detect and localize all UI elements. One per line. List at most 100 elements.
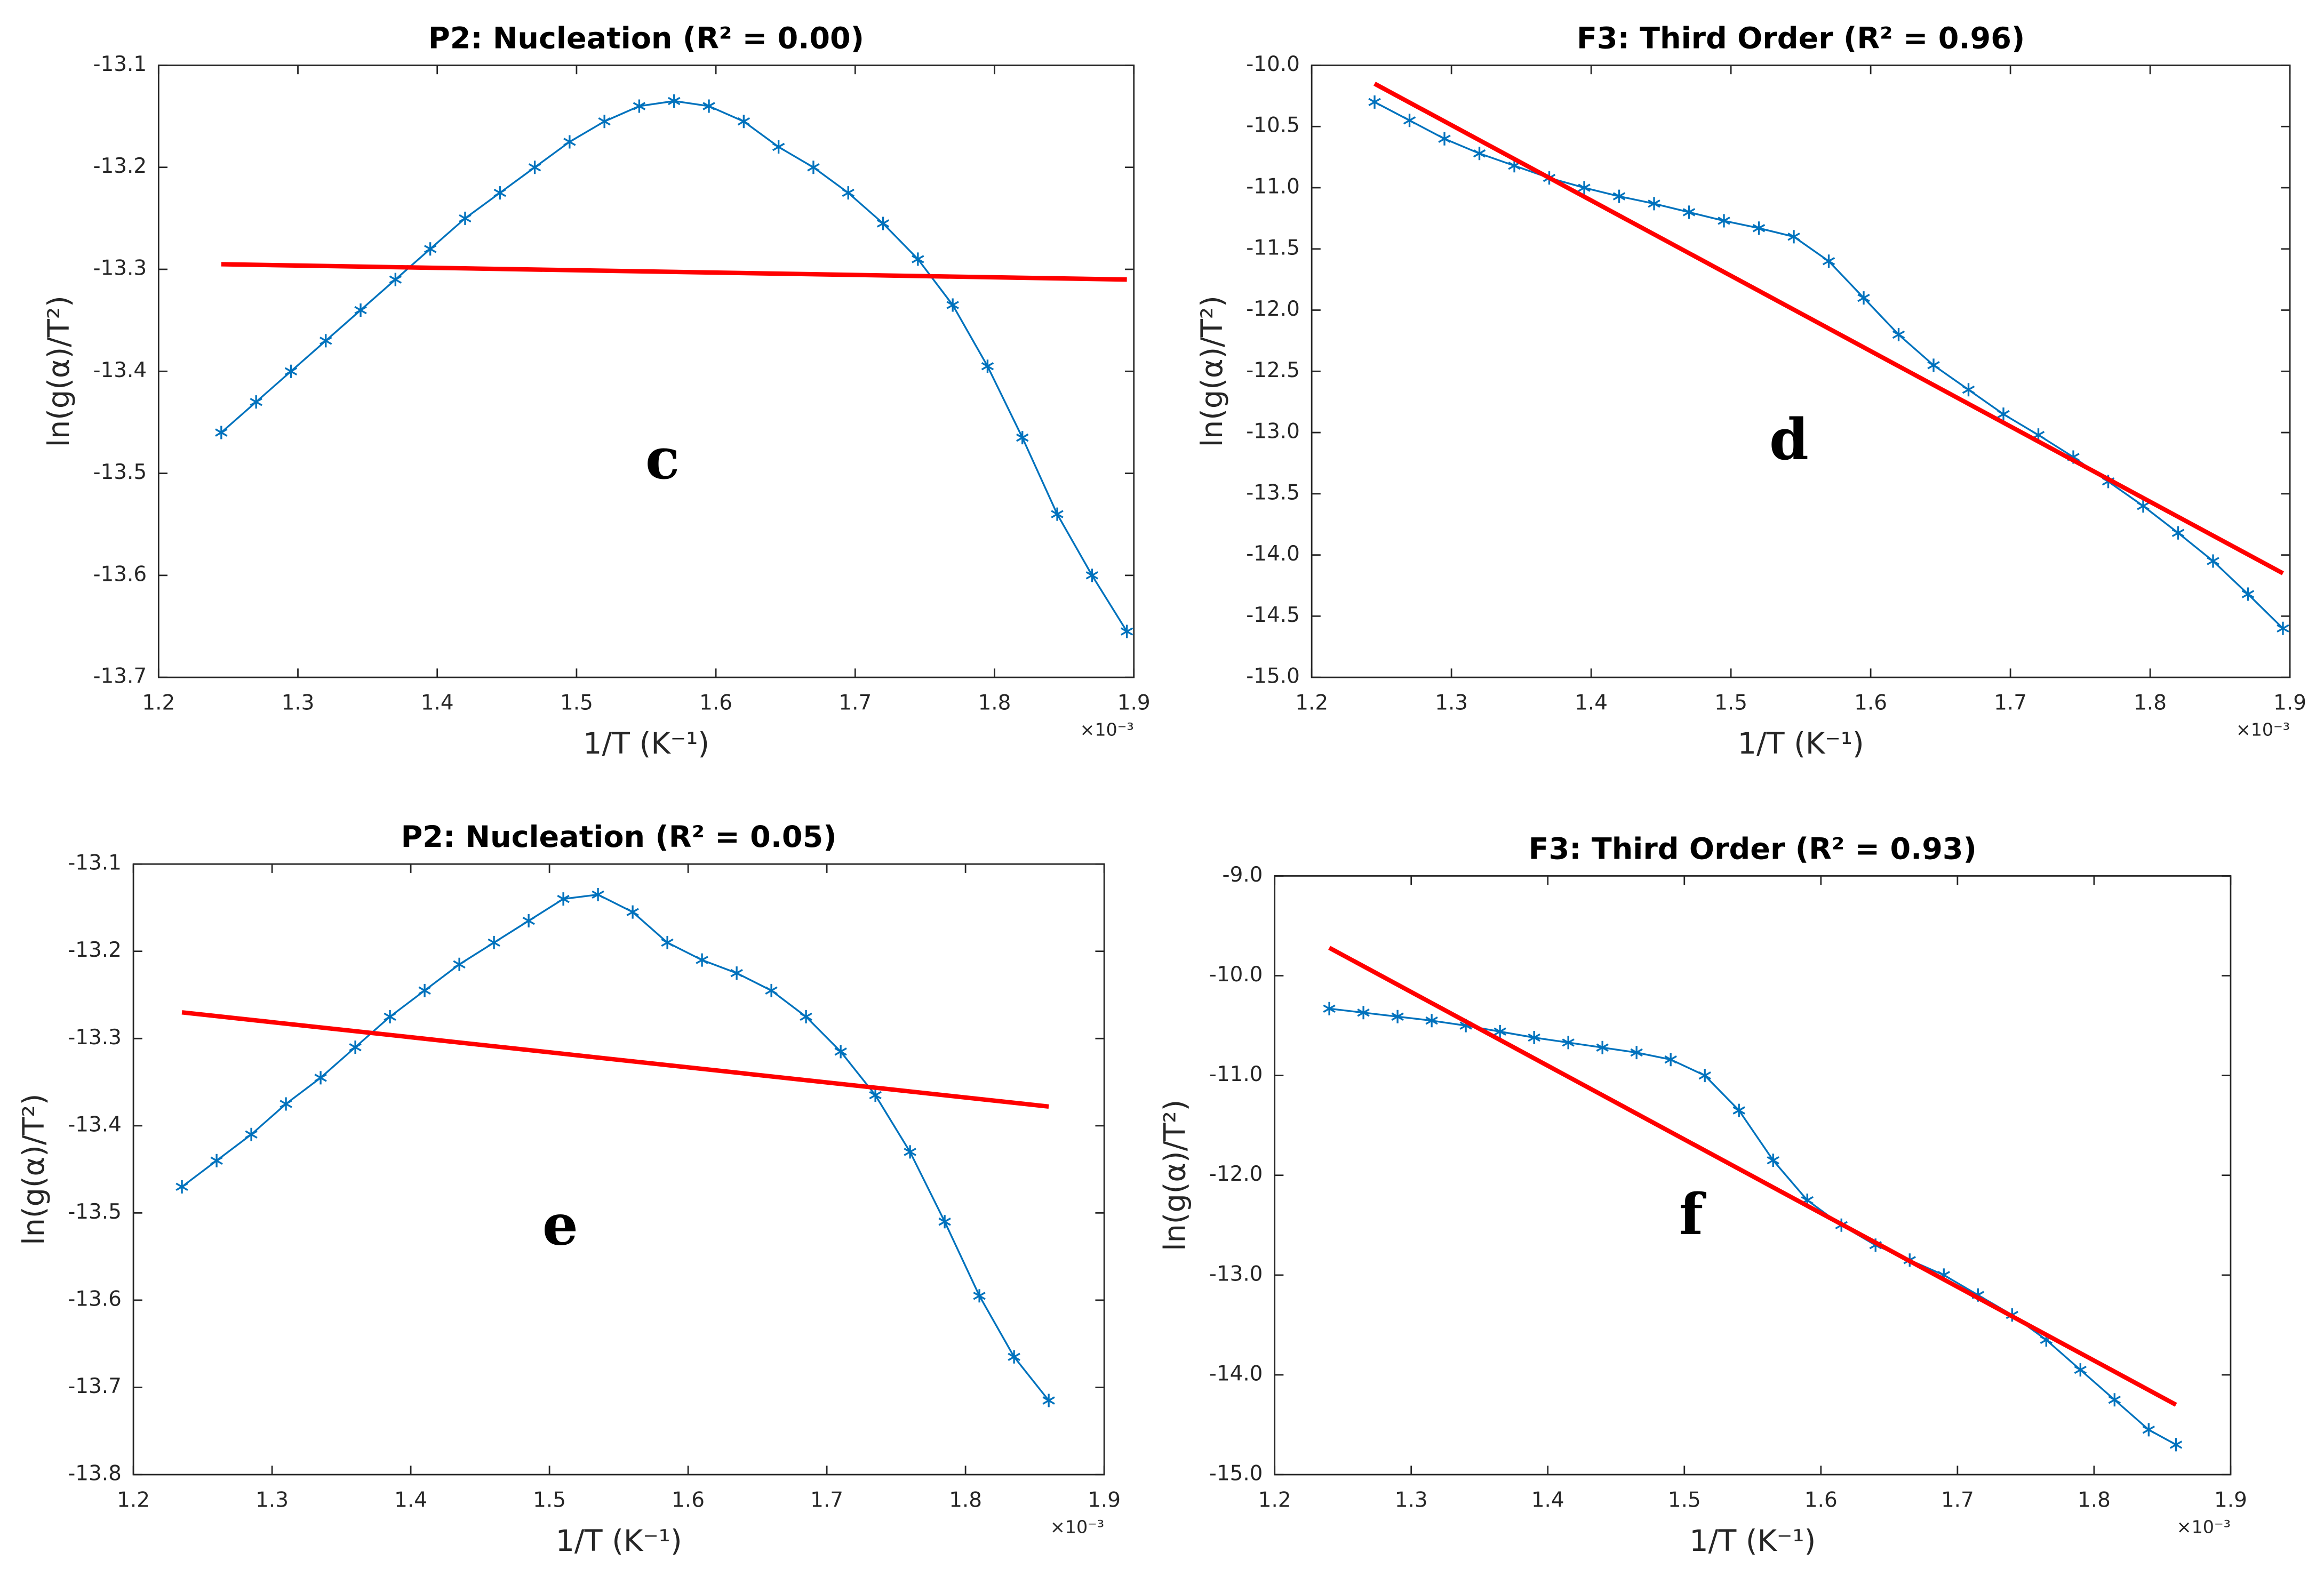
- x-tick-label: 1.2: [142, 691, 175, 715]
- chart-title: P2: Nucleation (R² = 0.05): [401, 820, 837, 854]
- x-tick-label: 1.7: [838, 691, 872, 715]
- y-tick-label: -10.0: [1209, 963, 1263, 987]
- plot-area: [1311, 65, 2291, 678]
- y-axis-label: ln(g(α)/T²): [1157, 1100, 1192, 1251]
- marker: [279, 1097, 292, 1111]
- marker: [2241, 587, 2255, 601]
- x-tick-label: 1.4: [1575, 691, 1608, 715]
- marker: [210, 1154, 223, 1167]
- marker: [973, 1289, 986, 1303]
- marker: [563, 135, 576, 149]
- marker: [1752, 221, 1766, 235]
- marker: [528, 161, 541, 174]
- y-tick-label: -13.5: [68, 1200, 122, 1224]
- plot-area: [132, 863, 1105, 1476]
- y-tick-label: -15.0: [1246, 665, 1300, 689]
- marker: [1732, 1103, 1745, 1117]
- y-tick-label: -11.0: [1246, 175, 1300, 199]
- marker: [834, 1045, 847, 1059]
- y-tick-label: -15.0: [1209, 1462, 1263, 1486]
- y-tick-label: -13.7: [68, 1374, 122, 1398]
- marker: [1698, 1069, 1711, 1083]
- x-tick-label: 1.7: [810, 1488, 843, 1512]
- marker: [1120, 625, 1133, 638]
- fit-line: [1373, 82, 2284, 575]
- marker: [912, 252, 924, 266]
- y-tick-label: -13.8: [68, 1462, 122, 1486]
- y-tick-label: -13.6: [93, 562, 147, 586]
- marker: [633, 99, 646, 113]
- fit-line: [181, 1010, 1049, 1109]
- chart-title: F3: Third Order (R² = 0.93): [1529, 831, 1977, 866]
- x-tick-label: 1.8: [2078, 1488, 2111, 1512]
- x-tick-label: 1.7: [1994, 691, 2027, 715]
- marker: [702, 99, 715, 113]
- marker: [1997, 407, 2010, 421]
- y-tick-label: -13.6: [68, 1287, 122, 1311]
- y-tick-label: -13.7: [93, 665, 147, 689]
- y-tick-label: -13.2: [93, 154, 147, 178]
- marker: [737, 115, 750, 129]
- x-multiplier: ×10⁻³: [1050, 1517, 1104, 1538]
- x-tick-label: 1.6: [672, 1488, 705, 1512]
- x-tick-label: 1.5: [1668, 1488, 1701, 1512]
- marker: [765, 983, 778, 997]
- marker: [2207, 554, 2219, 568]
- y-tick-label: -11.5: [1246, 236, 1300, 260]
- x-tick-label: 1.6: [1854, 691, 1887, 715]
- marker: [314, 1071, 327, 1085]
- marker: [1391, 1010, 1404, 1023]
- x-tick-label: 1.7: [1941, 1488, 1974, 1512]
- y-tick-label: -10.0: [1246, 52, 1300, 76]
- y-tick-label: -10.5: [1246, 114, 1300, 138]
- fit-line: [221, 262, 1127, 282]
- x-tick-label: 1.9: [1088, 1488, 1121, 1512]
- marker: [772, 140, 785, 154]
- x-tick-label: 1.4: [421, 691, 454, 715]
- marker: [626, 905, 639, 919]
- data-line: [181, 893, 1050, 1402]
- marker: [869, 1088, 882, 1102]
- marker: [938, 1215, 951, 1229]
- y-tick-label: -13.5: [93, 460, 147, 484]
- y-tick-label: -13.4: [68, 1112, 122, 1136]
- fit-line: [1328, 946, 2177, 1407]
- marker: [1042, 1394, 1055, 1407]
- x-axis-label: 1/T (K⁻¹): [1689, 1524, 1816, 1558]
- x-tick-label: 1.2: [1258, 1488, 1291, 1512]
- y-tick-label: -14.5: [1246, 603, 1300, 627]
- y-tick-label: -13.0: [1209, 1262, 1263, 1286]
- x-axis-label: 1/T (K⁻¹): [556, 1524, 682, 1558]
- marker: [384, 1010, 396, 1023]
- marker: [1403, 114, 1416, 127]
- y-tick-label: -11.0: [1209, 1062, 1263, 1086]
- x-axis-label: 1/T (K⁻¹): [583, 726, 709, 761]
- marker: [800, 1010, 812, 1023]
- marker: [1473, 147, 1486, 161]
- marker: [488, 935, 500, 949]
- marker: [598, 115, 611, 129]
- x-tick-label: 1.9: [1117, 691, 1151, 715]
- marker: [1630, 1046, 1643, 1060]
- marker: [668, 94, 681, 108]
- marker: [1051, 507, 1064, 521]
- marker: [459, 211, 472, 225]
- marker: [1438, 132, 1451, 146]
- x-tick-label: 1.2: [1295, 691, 1328, 715]
- x-tick-label: 1.3: [282, 691, 315, 715]
- marker: [2171, 526, 2185, 540]
- marker: [418, 983, 431, 997]
- y-axis-label: ln(g(α)/T²): [42, 295, 76, 447]
- y-tick-label: -14.0: [1246, 542, 1300, 566]
- x-tick-label: 1.3: [1395, 1488, 1428, 1512]
- marker: [1368, 95, 1381, 109]
- marker: [696, 953, 708, 967]
- x-multiplier: ×10⁻³: [1080, 719, 1133, 740]
- marker: [250, 395, 262, 409]
- x-tick-label: 1.3: [1435, 691, 1468, 715]
- x-tick-label: 1.4: [1531, 1488, 1564, 1512]
- y-tick-label: -13.1: [68, 851, 122, 875]
- marker: [1682, 205, 1696, 219]
